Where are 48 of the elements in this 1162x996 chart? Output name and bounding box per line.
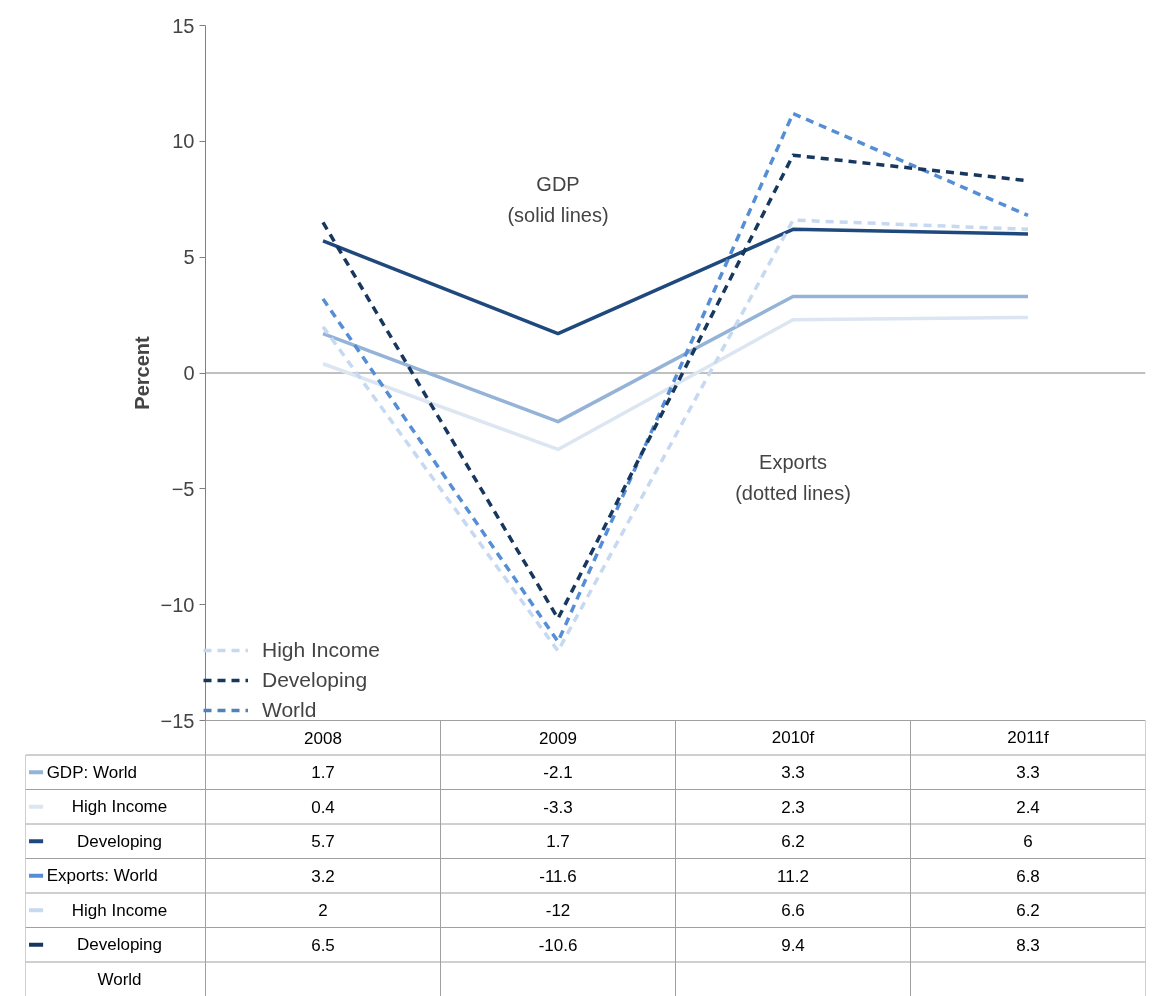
data-label: -10.6 [538,935,578,955]
y-tick-label: 0 [183,362,195,384]
data-label: 6.6 [781,901,805,921]
x-tick-label: 2008 [304,728,342,748]
data-label: 3.3 [781,763,805,783]
y-tick-label: 10 [172,130,195,153]
text: World [97,969,142,989]
data-label: 6.5 [311,935,335,955]
data-label: -11.6 [539,866,577,886]
legend-label: Developing [76,831,163,851]
legend-label: Developing [262,668,368,692]
data-label: 6.2 [781,832,805,852]
legend-label: World [262,698,317,722]
y-tick-label: 15 [172,14,195,37]
data-label: 6 [1023,832,1033,852]
data-label: 3.3 [1016,763,1040,783]
legend-label: High Income [262,638,380,662]
text: High Income [71,900,168,920]
annotation: Exports (dotted lines) [735,450,851,504]
y-axis-title: Percent [130,335,153,410]
y-tick-label: −5 [171,477,195,500]
data-label: 1.7 [311,763,335,783]
y-tick-label: −10 [160,593,195,616]
annotation: GDP (solid lines) [507,172,609,226]
data-label: 1.7 [546,832,570,852]
data-label: -12 [545,901,571,921]
data-label: 11.2 [777,866,809,886]
data-label: 0.4 [311,797,335,817]
data-label: 3.2 [311,866,335,886]
y-tick-label: 5 [183,246,195,269]
data-label: 5.7 [311,832,335,852]
x-tick-label: 2010f [771,728,815,748]
data-label: 2 [318,901,328,921]
data-label: 2.4 [1016,797,1040,817]
x-tick-label: 2009 [539,728,577,748]
data-label: 6.8 [1016,866,1040,886]
data-label: 8.3 [1016,935,1040,955]
text: Developing [76,935,163,955]
y-tick-label: −15 [160,709,195,732]
data-label: -2.1 [543,763,573,783]
data-label: 9.4 [781,935,805,955]
legend-label: Exports: World [46,866,158,886]
data-label: -3.3 [543,797,573,817]
legend-label: High Income [71,797,168,817]
data-label: 6.2 [1016,901,1040,921]
x-tick-label: 2011f [1007,728,1049,748]
data-label: 2.3 [781,797,805,817]
legend-label: GDP: World [46,762,138,782]
